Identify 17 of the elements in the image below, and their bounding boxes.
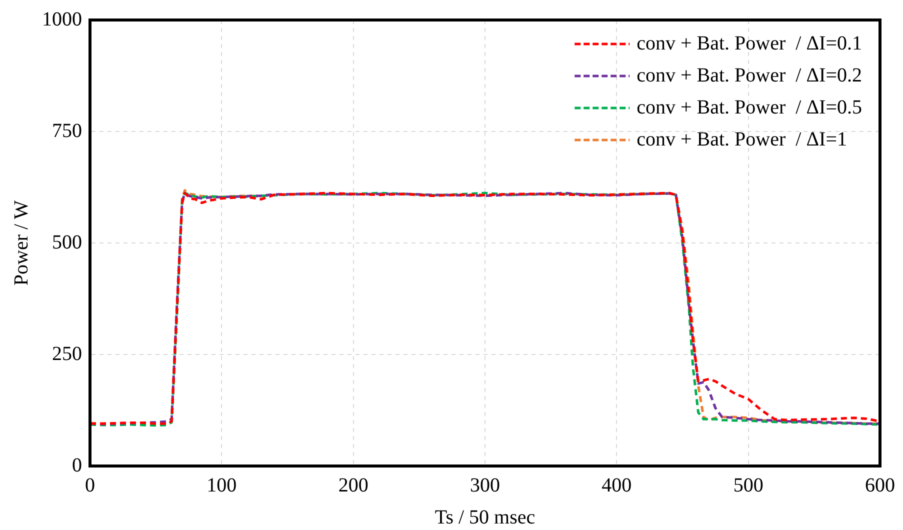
y-tick-label: 250 (52, 342, 82, 365)
y-tick-label: 0 (72, 454, 82, 476)
x-tick-label: 600 (865, 474, 895, 496)
x-tick-label: 200 (338, 474, 368, 496)
x-tick-label: 300 (470, 474, 500, 496)
y-axis-title: Power / W (10, 200, 32, 286)
legend-label: conv + Bat. Power / ΔI=0.1 (636, 32, 862, 54)
x-tick-label: 500 (733, 474, 764, 496)
x-axis-title: Ts / 50 msec (434, 506, 536, 528)
y-tick-label: 1000 (42, 8, 82, 30)
legend-label: conv + Bat. Power / ΔI=1 (636, 128, 847, 150)
legend-label: conv + Bat. Power / ΔI=0.5 (636, 96, 862, 118)
legend-label: conv + Bat. Power / ΔI=0.2 (636, 64, 862, 86)
x-tick-label: 100 (206, 474, 237, 496)
y-tick-label: 750 (52, 120, 82, 142)
y-tick-label: 500 (52, 231, 82, 254)
x-tick-label: 400 (602, 474, 632, 496)
